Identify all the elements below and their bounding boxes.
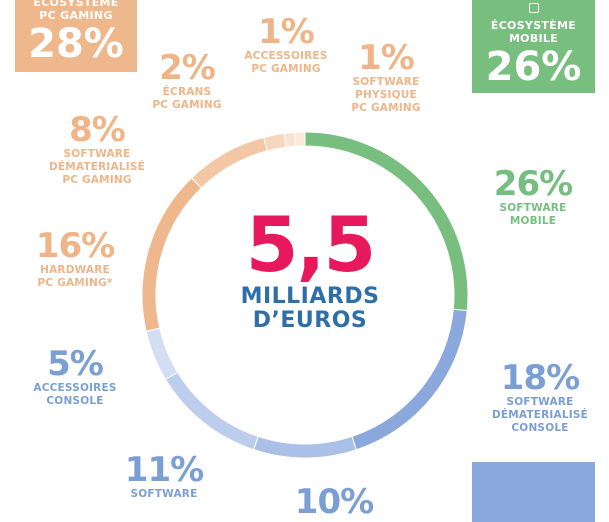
- label-pct: 1%: [358, 38, 415, 78]
- label-text: SOFTWARE: [352, 76, 420, 88]
- total-value: 5,5: [245, 200, 377, 289]
- label-text: SOFTWARE: [499, 202, 567, 214]
- label-pct: 11%: [124, 450, 204, 490]
- mobile-box-title-2: MOBILE: [508, 32, 559, 45]
- donut-slice-6: [190, 136, 268, 189]
- label-pct: 8%: [69, 110, 126, 150]
- label-text: ACCESSOIRES: [33, 382, 117, 394]
- mobile-box-value: 26%: [485, 44, 582, 90]
- label-hardware-pc: 16% HARDWARE PC GAMING*: [20, 228, 130, 290]
- donut-slice-7: [263, 132, 287, 152]
- phone-icon: [528, 3, 539, 13]
- label-text: DÉMATERIALISÉ: [491, 409, 589, 421]
- label-text: PC GAMING: [351, 102, 421, 114]
- label-pct: 10%: [294, 482, 374, 522]
- label-software-console: 11% SOFTWARE: [114, 452, 214, 501]
- label-text: PHYSIQUE: [355, 89, 417, 101]
- donut-center: 5,5 MILLIARDS D’EUROS: [180, 205, 440, 333]
- label-pct: 5%: [47, 344, 104, 384]
- donut-slice-3: [164, 371, 259, 451]
- pc-ecosystem-box: ÉCOSYSTÈME PC GAMING 28%: [15, 0, 137, 72]
- label-software-mobile: 26% SOFTWARE MOBILE: [478, 166, 588, 228]
- pc-box-value: 28%: [28, 21, 124, 67]
- label-software-physique-pc: 1% SOFTWARE PHYSIQUE PC GAMING: [336, 40, 436, 115]
- label-accessoires-pc: 1% ACCESSOIRES PC GAMING: [236, 14, 336, 76]
- label-text: HARDWARE: [40, 264, 110, 276]
- label-software-demat-console: 18% SOFTWARE DÉMATERIALISÉ CONSOLE: [480, 360, 600, 435]
- label-text: CONSOLE: [46, 395, 104, 407]
- console-ecosystem-box: [472, 462, 595, 522]
- label-pct: 18%: [500, 358, 580, 398]
- label-text: SOFTWARE: [506, 396, 574, 408]
- label-text: PC GAMING: [152, 99, 222, 111]
- label-text: PC GAMING*: [37, 277, 113, 289]
- label-pct: 1%: [258, 12, 315, 52]
- label-accessoires-console: 5% ACCESSOIRES CONSOLE: [20, 346, 130, 408]
- label-text: SOFTWARE: [63, 148, 131, 160]
- label-text: PC GAMING: [62, 174, 132, 186]
- mobile-ecosystem-box: ÉCOSYSTÈME MOBILE 26%: [472, 0, 595, 93]
- donut-slice-4: [145, 327, 179, 381]
- pc-box-title-2: PC GAMING: [39, 9, 113, 22]
- donut-slice-9: [294, 131, 306, 147]
- label-pct: 16%: [35, 226, 115, 266]
- donut-chart: [141, 131, 469, 459]
- donut-slice-2: [253, 435, 357, 459]
- label-text: ACCESSOIRES: [244, 50, 328, 62]
- label-pct: 2%: [159, 48, 216, 88]
- label-text: SOFTWARE: [130, 488, 198, 500]
- total-unit-line1: MILLIARDS: [240, 284, 380, 309]
- label-text: DÉMATERIALISÉ: [48, 161, 146, 173]
- label-console-bottom: 10%: [284, 484, 384, 520]
- label-text: ÉCRANS: [162, 86, 212, 98]
- mobile-box-title-1: ÉCOSYSTÈME: [490, 19, 577, 32]
- pc-box-title-1: ÉCOSYSTÈME: [33, 0, 119, 9]
- label-text: CONSOLE: [511, 422, 569, 434]
- total-unit-line2: D’EUROS: [252, 308, 368, 333]
- label-pct: 26%: [493, 164, 573, 204]
- label-software-demat-pc: 8% SOFTWARE DÉMATERIALISÉ PC GAMING: [42, 112, 152, 187]
- label-text: MOBILE: [509, 215, 557, 227]
- label-text: PC GAMING: [251, 63, 321, 75]
- donut-slice-8: [283, 131, 296, 148]
- label-ecrans-pc: 2% ÉCRANS PC GAMING: [140, 50, 234, 112]
